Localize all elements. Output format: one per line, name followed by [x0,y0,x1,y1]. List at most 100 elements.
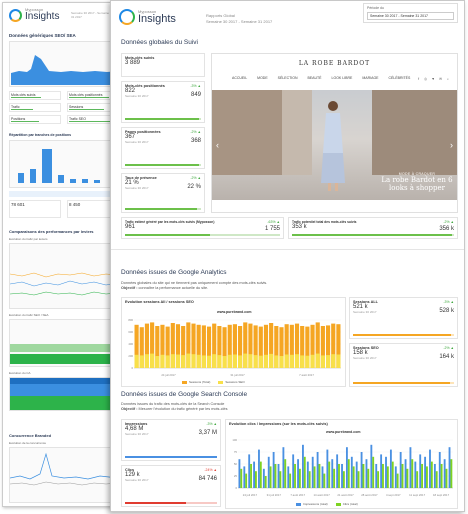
bar-series-1 [336,454,339,488]
period-selector[interactable]: Période du Semaine 30 2017 - Semaine 31 … [363,3,458,23]
kpi-progress [353,334,454,336]
bar-series-1 [306,461,309,488]
bar-series-2 [411,459,414,488]
bar-series-2 [245,473,248,488]
bar-series-1 [315,322,320,368]
bar-series-1 [170,323,175,368]
back-sub-2: Evolution du trafic SEO / SEA [9,313,49,317]
back-multiline-chart [9,272,119,296]
report-period: Semaine 30 2017 - Semaine 31 2017 [206,19,273,24]
hero-next-icon[interactable]: › [450,140,453,150]
bar-series-1 [336,324,341,368]
kpi-prev-label: Semaine 30 2017 [353,310,377,314]
hero-prev-icon[interactable]: ‹ [216,140,219,150]
bar-series-2 [347,459,350,488]
bar-series-2 [352,466,355,488]
gsc-section-title: Données issues de Google Search Console [121,391,248,398]
bar-series-2 [357,471,360,488]
bar-series-1 [258,449,260,488]
back-distribution-title: Répartition par tranches de positions [9,133,72,137]
kpi-prev-label: Semaine 30 2017 [353,356,377,360]
bar-series-2 [274,355,279,368]
kpi-value: 961 [125,224,136,230]
bar-series-1 [282,447,285,488]
bar-series-1 [443,459,446,488]
front-report-page: Myposson Insights Rapports Global Semain… [110,0,465,512]
bar-series-2 [274,464,277,488]
period-select[interactable]: Semaine 30 2017 - Semaine 31 2017 [367,12,454,20]
bar-series-1 [284,324,289,368]
kpi-sessions-seo: Sessions SEO -2% ▲ 158 k 164 k Semaine 3… [349,343,458,387]
bar-series-1 [399,452,402,488]
gsc-objective-label: Objectif : [121,407,138,411]
gsc-description: Données issues du trafic des mots-clés d… [121,402,227,412]
bar-series-2 [440,464,443,488]
bar-series-1 [155,326,160,368]
site-social-icons[interactable]: f ◎ ♥ ✉ ⌕ [418,77,451,81]
bar-series-1 [404,459,407,488]
bar-series-2 [196,354,201,368]
bar-series-1 [300,326,305,368]
kpi-label: Trafic potentiel total des mots-clés sui… [292,220,357,224]
kpi-impressions: Impressions -3% ▲ 4,68 M 3,37 M Semaine … [121,419,221,461]
bar-series-1 [331,323,336,368]
bar-series-1 [429,449,431,488]
x-tick-label: 11 sept 2017 [409,493,425,497]
back-logo: Myposson Insights [9,8,59,22]
bar-series-1 [134,324,139,368]
site-nav-item[interactable]: MARIAGE [362,76,379,80]
kpi-value: 4,68 M [125,426,144,432]
bar-series-1 [272,452,275,488]
hero-person [321,101,345,191]
bar-series-1 [311,456,314,488]
hero-caption-title[interactable]: La robe Bardot en 6 looks à shopper [381,176,453,192]
kpi-clics: Clics -24% ▲ 129 k 84 746 Semaine 30 201… [121,465,221,507]
website-preview[interactable]: LA ROBE BARDOT ACCUEIL MODE SÉLECTION BE… [211,53,458,213]
legend-item: Impressions (total) [296,502,328,506]
kpi-prev-label: Semaine 30 2017 [125,432,149,436]
bar-series-1 [438,452,441,488]
kpi-prev-label: Semaine 30 2017 [125,186,149,190]
global-section-title: Données globales du Suivi [121,39,198,46]
bar-series-2 [325,355,331,368]
bar-series-1 [385,456,387,488]
logo-name: Insights [138,12,176,25]
legend-item: Sessions SEO [218,380,245,384]
bar-series-2 [170,354,175,368]
legend-label: Sessions SEO [225,380,245,384]
bar-series-2 [160,354,165,368]
bar-series-2 [258,355,263,368]
x-tick-label: 21 août 2017 [337,493,354,497]
hero-image[interactable]: ‹ › MODE À CRAQUER La robe Bardot en 6 l… [212,90,457,200]
bar-series-2 [372,456,375,488]
bar-series-1 [175,324,181,368]
back-kpi: Mots clés suivis [9,91,61,100]
site-nav-item[interactable]: MODE [257,76,268,80]
kpi-label: Taux de présence [125,176,157,180]
back-title-seo: Données génériques SEO/ SEA [9,33,76,38]
ga-description: Données globales du site qui ne tiennent… [121,281,267,291]
bar-series-1 [326,449,329,488]
bar-series-2 [336,354,341,368]
site-nav-item[interactable]: LOOK LIBRE [331,76,353,80]
kpi-label: Clics [125,468,135,472]
bar-series-1 [238,326,243,368]
kpi-progress [125,456,217,458]
bar-series-2 [342,471,345,488]
site-nav-item[interactable]: ACCUEIL [232,76,248,80]
back-kpi-label: Mots clés positionnés [69,93,103,97]
back-kpi: Trafic [9,103,61,112]
back-kpi-label: Trafic [11,105,20,109]
site-nav-item[interactable]: SÉLECTION [277,76,298,80]
legend-label: Impressions (total) [303,502,328,506]
back-distribution-chart [9,140,119,188]
bar-series-1 [360,452,363,488]
kpi-delta: -2% ▲ [190,130,201,134]
bar-series-1 [433,464,436,488]
back-tile-row [9,191,119,197]
site-nav-item[interactable]: BEAUTÉ [307,76,322,80]
bar-series-1 [243,322,248,368]
site-nav-item[interactable]: CÉLÉBRITÉS [388,76,411,80]
back-sub-3: Evolution du CA [9,371,31,375]
back-meta: Semaine 30 2017 - Semaine 31 2017 [71,11,109,19]
